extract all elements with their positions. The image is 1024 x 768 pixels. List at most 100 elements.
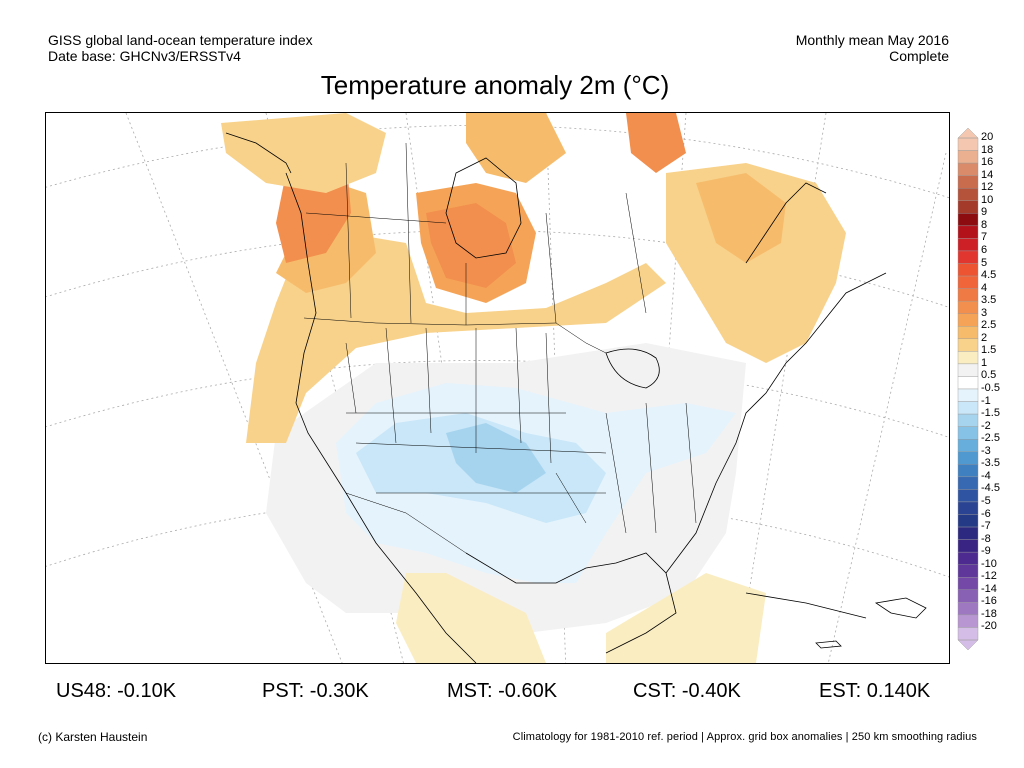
strong-warm-hudson [426,203,516,288]
colorbar-swatch [957,401,979,415]
colorbar-tick-label: 20 [981,131,994,143]
regional-stats: US48: -0.10K PST: -0.30K MST: -0.60K CST… [0,680,1024,704]
colorbar-swatch [957,589,979,603]
warm-field-mexico [396,573,546,663]
methodology-note: Climatology for 1981-2010 ref. period | … [512,731,977,743]
us-canada-border [303,317,607,354]
hudson-bay [445,157,522,259]
colorbar-swatch [957,351,979,365]
completeness-label: Complete [889,48,949,64]
colorbar-swatch [957,476,979,490]
colorbar-tick-label: 2 [981,331,988,344]
colorbar-tick-label: 12 [981,181,994,194]
colorbar-swatch [957,326,979,340]
gulf-of-mexico-coast [465,552,677,654]
period-label: Monthly mean May 2016 [795,32,949,48]
header-right: Monthly mean May 2016 Complete [796,32,949,64]
colorbar-svg [957,127,979,651]
colorbar-swatch [957,413,979,427]
header-left: GISS global land-ocean temperature index… [48,32,313,64]
anomaly-fields [221,113,846,663]
colorbar-swatch [957,313,979,327]
warm-field-caribbean [606,573,766,663]
colorbar-swatch [957,464,979,478]
colorbar-tick-label: -3 [981,444,991,457]
colorbar-swatch [957,300,979,314]
colorbar-swatch [957,501,979,515]
warm-field-arctic [466,113,566,183]
stat-mst: MST: -0.60K [447,680,558,702]
colorbar-swatch [957,602,979,616]
warm-field-west [246,233,666,443]
colorbar-swatch [957,127,979,151]
colorbar-swatch [957,238,979,252]
colorbar-swatch [957,150,979,164]
colorbar-tick-label: -18 [981,607,997,620]
colorbar-swatch [957,288,979,302]
colorbar-tick-label: 14 [981,168,994,181]
colorbar-tick-label: -6 [981,507,991,520]
colorbar-swatch [957,489,979,503]
colorbar-swatch [957,539,979,553]
colorbar-tick-label: 6 [981,243,988,256]
labrador-coast [745,182,827,264]
colorbar-tick-label: -12 [981,570,997,583]
borders [303,142,697,554]
colorbar-tick-label: -2 [981,419,991,432]
colorbar-swatch [957,250,979,264]
colorbar-tick-label: -0.5 [981,382,1000,394]
colorbar-tick-label: 0.5 [981,369,997,382]
colorbar-swatch [957,388,979,402]
colorbar-tick-label: -4.5 [981,482,1000,495]
colorbar-tick-label: 3.5 [981,294,997,307]
stat-est: EST: 0.140K [819,680,931,702]
colorbar-swatch [957,451,979,465]
anomaly-map [45,112,950,664]
colorbar-tick-label: 7 [981,231,988,244]
colorbar-swatch [957,526,979,540]
colorbar-swatch [957,439,979,452]
colorbar-swatch [957,162,979,176]
credit-label: (c) Karsten Haustein [38,730,148,744]
colorbar-swatch [957,376,979,390]
pacific-coastline [285,172,477,663]
colorbar-swatch [957,564,979,578]
colorbar-swatch [957,614,979,628]
map-title: Temperature anomaly 2m (°C) [320,70,670,100]
colorbar-tick-label: 9 [981,206,988,219]
colorbar-tick-label: 5 [981,256,988,269]
dataset-title: GISS global land-ocean temperature index [48,32,313,48]
colorbar-swatch [957,627,979,651]
map-canvas [46,113,949,663]
colorbar-tick-label: 3 [981,306,988,319]
colorbar-tick-label: 1 [981,356,988,369]
colorbar [956,127,980,651]
colorbar-swatch [957,188,979,201]
canada-provinces [305,142,647,325]
hispaniola-outline [874,597,927,619]
colorbar-swatch [957,426,979,440]
colorbar-swatch [957,363,979,377]
colorbar-tick-label: 8 [981,218,988,231]
colorbar-tick-label: 4.5 [981,269,997,282]
colorbar-swatch [957,275,979,289]
colorbar-tick-label: 10 [981,193,994,206]
data-base-label: Date base: GHCNv3/ERSSTv4 [48,48,241,64]
colorbar-tick-label: -9 [981,545,991,558]
alaska-coastline [225,132,292,174]
colorbar-tick-label: -3.5 [981,457,1000,470]
warm-field-labrador [696,173,786,263]
colorbar-swatch [957,514,979,528]
atlantic-coastline [665,272,887,574]
colorbar-tick-label: -14 [981,582,997,595]
us-mexico-border [345,492,467,554]
colorbar-swatch [957,175,979,189]
stat-pst: PST: -0.30K [262,680,369,702]
warm-field-north [221,113,386,193]
colorbar-swatch [957,551,979,565]
colorbar-swatch [957,577,979,591]
colorbar-tick-label: -16 [981,595,997,608]
stat-cst: CST: -0.40K [633,680,741,702]
colorbar-swatch [957,200,979,214]
colorbar-swatch [957,213,979,227]
